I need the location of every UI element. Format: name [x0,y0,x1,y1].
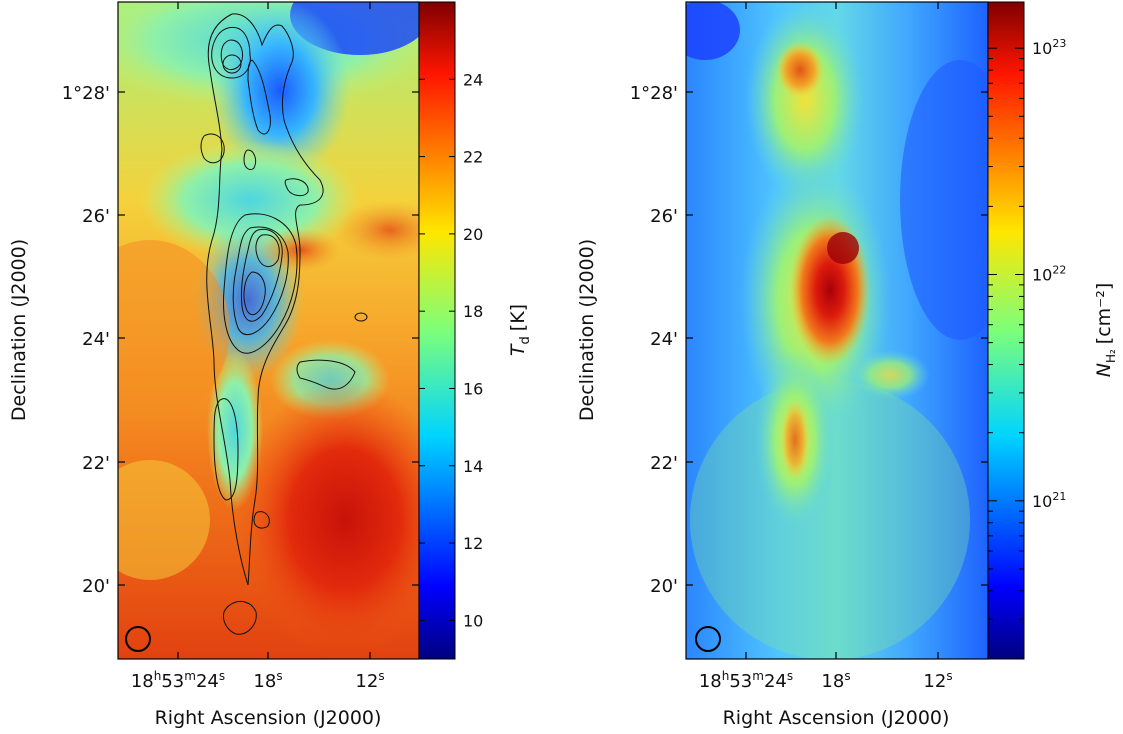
x-tick-label: 18h53m24s [131,669,225,692]
y-tick-label: 1°28' [62,83,110,104]
y-tick-label: 22' [82,453,110,474]
colorbar-tick-label: 20 [463,225,483,244]
right-map-image [686,2,988,659]
left-colorbar [418,1,456,660]
colorbar-tick-label: 16 [463,379,483,398]
colorbar-tick-label: 18 [463,302,483,321]
left-xlabel: Right Ascension (J2000) [155,707,382,729]
x-tick-label: 18s [821,669,850,692]
colorbar-tick-label: 10 [463,611,483,630]
left-axes: 1°28' 26' 24' 22' 20' 18h53m24s 18s 12s [62,2,419,692]
x-tick-label: 18h53m24s [699,669,793,692]
y-tick-label: 26' [650,206,678,227]
y-tick-label: 24' [82,329,110,350]
right-xlabel: Right Ascension (J2000) [723,707,950,729]
left-contours [200,13,368,635]
colorbar-tick-label: 1023 [1032,37,1066,58]
left-ylabel: Declination (J2000) [8,239,30,421]
y-tick-label: 24' [650,329,678,350]
left-colorbar-label: Td[K] [507,304,533,356]
x-tick-label: 18s [253,669,282,692]
right-ylabel: Declination (J2000) [576,239,598,421]
colorbar-tick-label: 22 [463,148,483,167]
right-colorbar [987,1,1025,660]
colorbar-tick-label: 12 [463,534,483,553]
x-tick-label: 12s [923,669,952,692]
x-tick-label: 12s [355,669,384,692]
y-tick-label: 26' [82,206,110,227]
colorbar-tick-label: 14 [463,457,483,476]
y-tick-label: 20' [650,576,678,597]
y-tick-label: 1°28' [630,83,678,104]
left-beam-marker [125,626,151,652]
y-tick-label: 22' [650,453,678,474]
colorbar-tick-label: 24 [463,70,483,89]
right-beam-marker [695,626,721,652]
left-colorbar-ticks: 10 12 14 16 18 20 22 24 [419,70,483,630]
left-map-image [118,2,419,659]
right-colorbar-label: NH₂[cm⁻²] [1093,283,1118,378]
colorbar-tick-label: 1022 [1032,264,1066,285]
y-tick-label: 20' [82,576,110,597]
colorbar-tick-label: 1021 [1032,490,1066,511]
right-axes: 1°28' 26' 24' 22' 20' 18h53m24s 18s 12s [630,2,988,692]
right-colorbar-ticks: 1023 1022 1021 [988,37,1066,660]
